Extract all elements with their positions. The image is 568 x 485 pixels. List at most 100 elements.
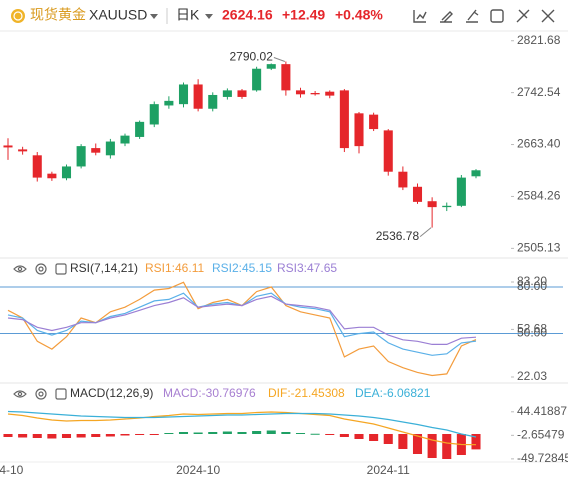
macd-bar	[208, 432, 218, 434]
y-tick-label: -49.72845	[517, 451, 568, 465]
macd-bar	[442, 434, 452, 459]
macd-bar	[149, 434, 159, 435]
macd-bar	[369, 434, 379, 441]
y-tick-label: 44.41887	[517, 404, 567, 418]
candle-body	[47, 173, 57, 179]
gear-center	[38, 391, 44, 397]
dropdown-arrow[interactable]	[150, 14, 158, 19]
eye-icon[interactable]	[13, 390, 27, 398]
macd-bar	[266, 430, 276, 434]
macd-bar	[61, 434, 72, 438]
y-tick-label: 2505.13	[517, 241, 561, 255]
candle-body	[442, 205, 452, 208]
candle-body	[369, 114, 379, 130]
period[interactable]: 日K	[176, 7, 200, 23]
change-percent: +0.48%	[335, 7, 383, 23]
candle-body	[383, 130, 393, 172]
annotation: 2790.02	[229, 50, 273, 64]
candle-body	[471, 170, 481, 177]
price: 2624.16	[222, 7, 273, 23]
instrument-name: 现货黄金	[30, 7, 86, 23]
macd-bar	[412, 434, 423, 454]
candle-body	[208, 94, 218, 109]
candle-body	[339, 90, 349, 149]
candle-body	[252, 68, 262, 91]
gear-icon[interactable]	[35, 263, 47, 275]
tool-pen[interactable]	[466, 9, 479, 23]
level-label: 50.00	[517, 326, 547, 340]
gear-center	[38, 266, 44, 272]
header: 现货黄金 XAUUSD 日K 2624.16 +12.49 +0.48%	[0, 7, 568, 32]
change: +12.49	[282, 7, 325, 23]
candle-body	[91, 148, 101, 153]
tool-close[interactable]	[541, 9, 555, 23]
candle-body	[18, 149, 28, 152]
annotation-line	[419, 227, 432, 237]
settings-icon[interactable]	[55, 388, 67, 400]
candle-body	[120, 135, 130, 144]
candle-body	[32, 155, 42, 178]
macd-bar	[252, 431, 262, 434]
macd-bar	[3, 434, 13, 437]
candle-body	[325, 91, 335, 96]
macd-bar	[222, 431, 232, 434]
macd-bar	[383, 434, 393, 444]
indicator-line	[7, 410, 477, 438]
candle-body	[398, 171, 408, 188]
tool-magnet[interactable]	[516, 9, 530, 23]
candle-body	[135, 121, 145, 137]
gold-icon-inner	[13, 11, 23, 21]
macd-bar	[178, 432, 189, 434]
candle-body	[456, 177, 466, 206]
y-tick-label: 2742.54	[517, 85, 561, 99]
macd-bar	[471, 434, 481, 450]
legend-entry: DEA:-6.06821	[355, 386, 431, 400]
macd-bar	[398, 434, 408, 449]
candle-body	[427, 201, 437, 208]
legend-entry: DIF:-21.45308	[268, 386, 345, 400]
tool-draw[interactable]	[440, 11, 453, 23]
y-tick-label: 2821.68	[517, 33, 561, 47]
candle-body	[193, 84, 203, 109]
macd-bar	[32, 434, 42, 438]
candle-body	[105, 141, 115, 156]
y-tick-label: 2663.40	[517, 137, 561, 151]
indicator-line	[7, 411, 477, 446]
symbol[interactable]: XAUUSD	[89, 7, 147, 23]
macd-bar	[325, 434, 335, 435]
eye-icon[interactable]	[13, 265, 27, 273]
gear-icon[interactable]	[35, 388, 47, 400]
x-tick-label: 24-10	[0, 463, 24, 477]
macd-bar	[164, 433, 174, 434]
legend-entry: MACD:-30.76976	[163, 386, 256, 400]
candle-body	[149, 104, 159, 125]
indicator-line	[7, 295, 477, 345]
x-tick-label: 2024-10	[176, 463, 220, 477]
macd-bar	[76, 434, 86, 438]
dropdown-arrow[interactable]	[205, 14, 213, 19]
x-tick-label: 2024-11	[367, 463, 410, 477]
settings-icon[interactable]	[55, 263, 67, 275]
macd-icons	[13, 388, 67, 400]
macd-bar	[135, 434, 145, 435]
annotation: 2536.78	[376, 229, 420, 243]
macd-bar	[193, 432, 203, 434]
y-tick-label: 2584.26	[517, 189, 561, 203]
macd-bar	[18, 434, 28, 438]
y-tick-label: -2.65479	[517, 427, 565, 441]
candle-body	[178, 84, 189, 105]
toolbar	[413, 9, 555, 23]
tool-layout[interactable]	[490, 9, 504, 23]
legend-entry: RSI2:45.15	[212, 261, 272, 275]
candle-body	[3, 145, 13, 148]
y-tick-label: 52.68	[517, 322, 547, 336]
candle-body	[237, 90, 247, 97]
annotation-line	[273, 57, 286, 62]
candle-body	[412, 186, 423, 202]
tool-trend[interactable]	[413, 10, 427, 23]
eye-pupil	[17, 391, 23, 397]
gold-icon	[11, 9, 25, 23]
macd-bar	[120, 434, 130, 436]
candle-body	[61, 166, 72, 179]
